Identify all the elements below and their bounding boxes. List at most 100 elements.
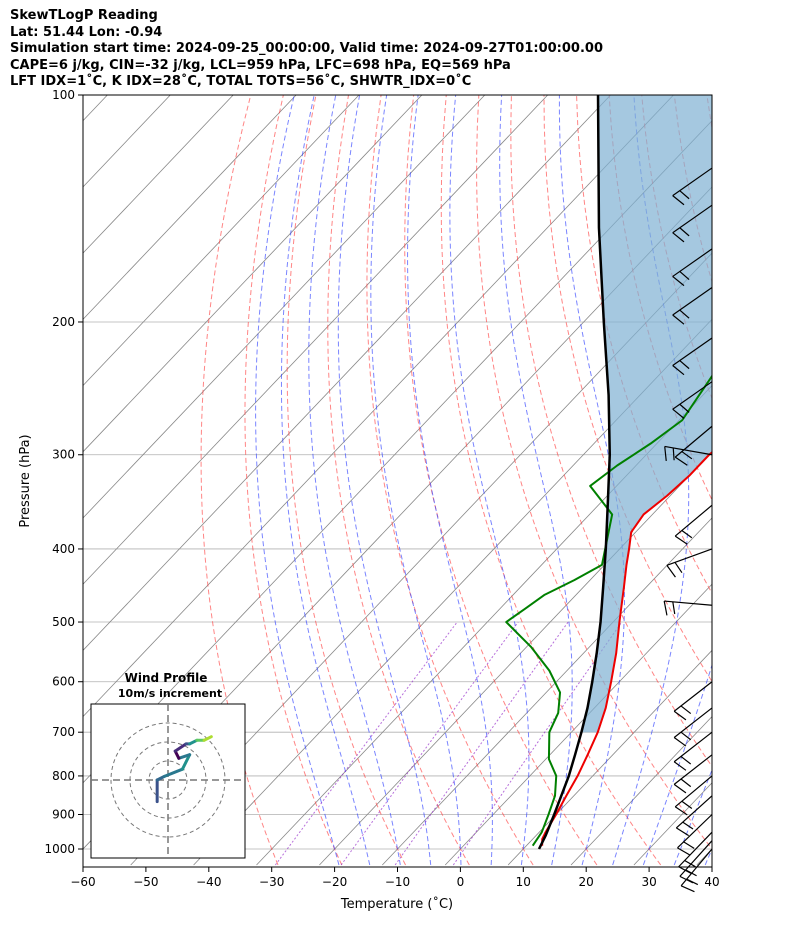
wind-barb: [673, 707, 713, 747]
dry-adiabat: [510, 95, 712, 768]
dry-adiabat: [327, 95, 470, 866]
barb-flag: [672, 365, 685, 376]
y-tick-label: 500: [52, 615, 75, 629]
barb-shaft: [673, 754, 713, 785]
indices-label-1: CAPE=6 j/kg, CIN=-32 j/kg, LCL=959 hPa, …: [10, 57, 511, 73]
barb-flag: [680, 778, 692, 788]
y-tick-label: 600: [52, 675, 75, 689]
dry-adiabat: [404, 95, 598, 866]
moist-adiabat: [558, 95, 625, 866]
moist-adiabat: [308, 95, 401, 866]
barb-shaft: [666, 548, 713, 566]
barb-flag: [673, 710, 687, 721]
isotherm-line: [83, 95, 674, 718]
dry-adiabat: [200, 95, 279, 866]
y-axis-label: Pressure (hPa): [18, 434, 33, 527]
barb-shaft: [679, 840, 713, 877]
barb-shaft: [673, 707, 713, 738]
wind-barb: [677, 814, 713, 856]
cape-fill: [581, 95, 712, 733]
x-tick-label: −30: [259, 875, 284, 889]
barb-shaft: [673, 681, 713, 712]
x-tick-label: −50: [133, 875, 158, 889]
barb-flag: [672, 447, 675, 461]
mixing-ratio-line: [274, 621, 458, 866]
barb-shaft: [675, 795, 713, 829]
y-tick-label: 1000: [44, 842, 75, 856]
barb-flag: [676, 827, 689, 837]
x-tick-label: 10: [516, 875, 531, 889]
hodograph-segment: [180, 753, 192, 771]
barb-flag: [674, 806, 688, 816]
wind-barb: [678, 831, 713, 875]
isotherm-line: [319, 451, 712, 866]
barb-flag: [674, 456, 688, 466]
moist-adiabat: [337, 95, 432, 866]
x-tick-label: 30: [641, 875, 656, 889]
y-tick-label: 900: [52, 807, 75, 821]
barb-flag: [682, 821, 694, 830]
isotherm-line: [83, 95, 360, 387]
hodograph-plot: [91, 704, 245, 858]
y-tick-label: 800: [52, 769, 75, 783]
isotherm-line: [570, 715, 712, 866]
wind-barb: [672, 337, 713, 376]
isotherm-line: [193, 318, 712, 866]
isotherm-line: [130, 252, 712, 866]
barb-shaft: [672, 286, 713, 316]
dry-adiabat: [440, 95, 662, 866]
barb-flag: [679, 875, 694, 884]
y-tick-label: 100: [52, 88, 75, 102]
barb-flag: [684, 859, 696, 868]
y-axis-ticks: 100 200 300 400 500 600 700 800 900 1000: [44, 88, 83, 856]
wind-barb: [674, 425, 713, 466]
hodograph-segment: [202, 735, 213, 742]
barb-shaft: [672, 167, 713, 197]
mixing-ratio-line: [340, 621, 519, 866]
isotherm-line: [83, 95, 611, 651]
isotherm-line: [83, 95, 423, 453]
x-tick-label: 40: [704, 875, 719, 889]
dry-adiabat: [286, 95, 407, 866]
profiles: [505, 95, 712, 850]
wind-barb: [672, 204, 713, 243]
hodograph-segment: [177, 753, 192, 760]
barb-flag: [681, 451, 693, 460]
barb-flag: [673, 761, 687, 771]
wind-barb: [673, 754, 713, 794]
barb-flag: [663, 600, 668, 616]
barb-shaft: [673, 731, 713, 763]
x-tick-label: −20: [322, 875, 347, 889]
barb-flag: [679, 271, 690, 281]
moist-adiabat: [407, 95, 493, 866]
indices-label-2: LFT IDX=1˚C, K IDX=28˚C, TOTAL TOTS=56˚C…: [10, 74, 472, 89]
barb-flag: [680, 731, 692, 741]
barb-shaft: [672, 381, 713, 410]
hodograph-title: Wind Profile: [125, 671, 208, 685]
barb-shaft: [672, 248, 713, 277]
x-axis-label: Temperature (˚C): [340, 896, 453, 912]
wind-barb: [672, 286, 713, 325]
dry-adiabat: [244, 95, 343, 866]
barb-flag: [680, 885, 695, 893]
dewpoint-line: [505, 374, 712, 847]
barb-flag: [683, 841, 695, 849]
barb-shaft: [672, 337, 713, 366]
y-tick-label: 200: [52, 315, 75, 329]
moist-adiabat: [642, 663, 712, 866]
barb-flag: [674, 562, 683, 574]
barb-flag: [681, 800, 693, 809]
barb-flag: [664, 446, 667, 461]
moist-adiabat: [499, 95, 573, 866]
barb-flag: [672, 601, 676, 615]
x-tick-label: 0: [457, 875, 465, 889]
barb-shaft: [664, 600, 713, 606]
wind-barb: [674, 504, 713, 545]
barb-shaft: [678, 831, 713, 868]
barb-flag: [672, 232, 685, 243]
isotherm-line: [83, 95, 548, 585]
barb-shaft: [677, 814, 713, 849]
barb-flag: [679, 190, 690, 200]
y-tick-label: 400: [52, 542, 75, 556]
